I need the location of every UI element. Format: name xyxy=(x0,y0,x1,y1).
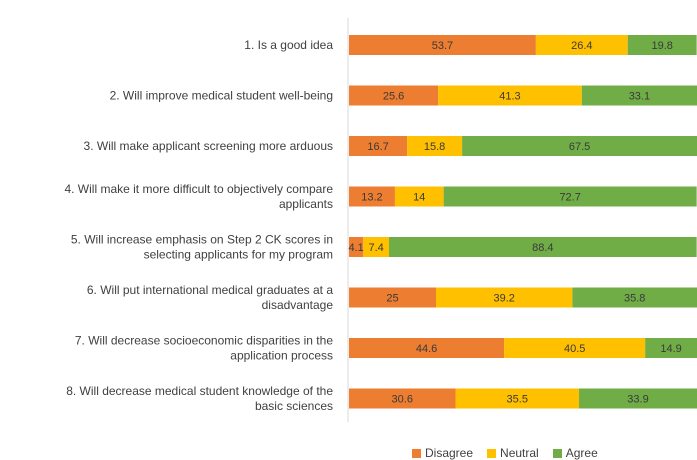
legend-item-agree: Agree xyxy=(552,446,598,460)
bar-neutral xyxy=(436,287,573,308)
data-label-disagree: 13.2 xyxy=(361,192,382,204)
category-label: 3. Will make applicant screening more ar… xyxy=(84,139,333,153)
data-label-agree: 19.8 xyxy=(651,40,672,52)
data-label-disagree: 44.6 xyxy=(416,343,437,355)
bar-neutral xyxy=(394,186,444,207)
category-label-line: 7. Will decrease socioeconomic dispariti… xyxy=(75,334,333,348)
category-label-line: applicants xyxy=(279,197,333,211)
bar-agree xyxy=(645,338,697,358)
category-label: 4. Will make it more difficult to object… xyxy=(64,182,333,211)
bar-agree xyxy=(627,35,697,55)
category-label-line: basic sciences xyxy=(255,399,333,413)
bar-disagree xyxy=(349,85,439,106)
category-label: 6. Will put international medical gradua… xyxy=(87,283,333,312)
data-label-agree: 14.9 xyxy=(660,343,681,355)
data-label-neutral: 15.8 xyxy=(424,141,445,153)
bar-agree xyxy=(389,237,697,257)
data-label-disagree: 25.6 xyxy=(383,91,404,103)
legend: Disagree Neutral Agree xyxy=(412,446,598,460)
data-label-neutral: 35.5 xyxy=(507,394,528,406)
data-label-neutral: 41.3 xyxy=(499,91,520,103)
category-label-line: disadvantage xyxy=(262,298,334,312)
bar-neutral xyxy=(407,136,463,156)
data-label-neutral: 26.4 xyxy=(571,40,592,52)
legend-item-disagree: Disagree xyxy=(412,446,473,460)
bar-agree xyxy=(572,287,697,308)
data-label-neutral: 7.4 xyxy=(368,242,383,254)
category-label: 2. Will improve medical student well-bei… xyxy=(110,89,333,103)
data-label-neutral: 39.2 xyxy=(493,293,514,305)
bar-agree xyxy=(462,136,697,156)
data-label-agree: 33.1 xyxy=(629,91,650,103)
category-label-line: 2. Will improve medical student well-bei… xyxy=(110,89,333,103)
bar-disagree xyxy=(349,186,395,207)
data-label-disagree: 30.6 xyxy=(392,394,413,406)
category-label: 8. Will decrease medical student knowled… xyxy=(66,384,333,413)
legend-label: Disagree xyxy=(425,446,474,460)
category-labels: 1. Is a good idea 2. Will improve medical… xyxy=(64,38,333,413)
bar-neutral xyxy=(504,338,646,358)
data-labels: 53.7 26.4 19.8 25.6 41.3 33.1 16.7 15.8 67.5 13.2… xyxy=(348,40,681,406)
bar-agree xyxy=(581,85,697,106)
bar-disagree xyxy=(349,338,505,358)
bar-disagree xyxy=(349,237,364,257)
category-label: 7. Will decrease socioeconomic dispariti… xyxy=(75,334,333,363)
bar-disagree xyxy=(349,287,436,308)
bar-disagree xyxy=(349,388,456,409)
legend-swatch xyxy=(552,448,562,458)
legend-item-neutral: Neutral xyxy=(487,446,539,460)
bar-segments xyxy=(349,35,697,409)
category-label: 1. Is a good idea xyxy=(244,38,333,52)
category-label-line: 3. Will make applicant screening more ar… xyxy=(84,139,333,153)
legend-label: Agree xyxy=(565,446,598,460)
category-label-line: 6. Will put international medical gradua… xyxy=(87,283,333,297)
category-label-line: 5. Will increase emphasis on Step 2 CK s… xyxy=(71,233,333,247)
bar-neutral xyxy=(438,85,582,106)
bar-disagree xyxy=(349,136,408,156)
legend-swatch xyxy=(412,448,421,458)
category-label-line: 1. Is a good idea xyxy=(244,38,333,52)
category-label-line: 4. Will make it more difficult to object… xyxy=(64,182,333,196)
data-label-disagree: 4.1 xyxy=(348,242,363,254)
data-label-agree: 88.4 xyxy=(532,242,553,254)
data-label-disagree: 25 xyxy=(386,293,398,305)
category-label: 5. Will increase emphasis on Step 2 CK s… xyxy=(71,233,333,262)
bar-agree xyxy=(443,186,697,207)
data-label-neutral: 40.5 xyxy=(564,343,585,355)
data-label-agree: 35.8 xyxy=(624,293,645,305)
data-label-agree: 33.9 xyxy=(627,394,648,406)
category-label-line: selecting applicants for my program xyxy=(144,248,333,262)
data-label-disagree: 16.7 xyxy=(367,141,388,153)
category-label-line: 8. Will decrease medical student knowled… xyxy=(66,384,333,398)
data-label-agree: 67.5 xyxy=(569,141,590,153)
bar-neutral xyxy=(455,388,580,409)
data-label-neutral: 14 xyxy=(413,192,425,204)
legend-swatch xyxy=(487,448,497,458)
bar-neutral xyxy=(535,35,628,55)
data-label-disagree: 53.7 xyxy=(432,40,453,52)
legend-label: Neutral xyxy=(500,446,539,460)
bar-agree xyxy=(579,388,697,409)
bar-disagree xyxy=(349,35,536,55)
data-label-agree: 72.7 xyxy=(559,192,580,204)
category-label-line: application process xyxy=(230,349,333,363)
bar-neutral xyxy=(363,237,390,257)
